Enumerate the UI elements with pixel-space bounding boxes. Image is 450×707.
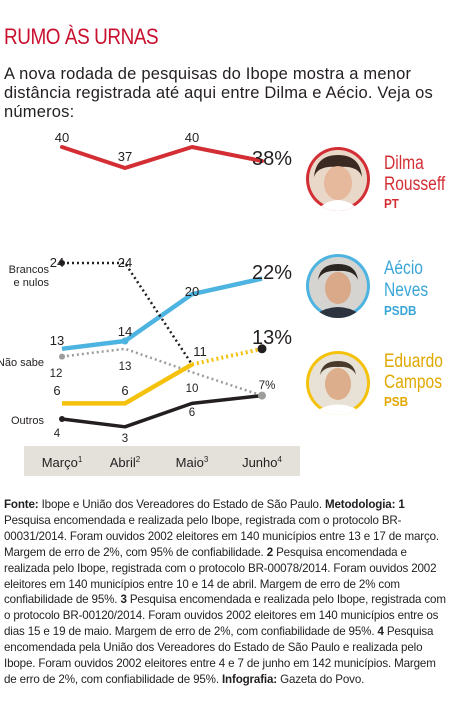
label-dilma-maio: 40 bbox=[185, 130, 199, 145]
series-name-outros: Outros bbox=[11, 415, 45, 427]
line-chart: Março1 Abril2 Maio3 Junho4 40 37 40 38% 13 14 20 22… bbox=[0, 130, 300, 476]
aecio-party: PSDB bbox=[384, 303, 417, 318]
label-eduardo-abril: 6 bbox=[121, 383, 128, 398]
series-name-nao-sabe: Não sabe bbox=[0, 357, 44, 369]
page-title: RUMO ÀS URNAS bbox=[4, 24, 159, 49]
label-dilma-abril: 37 bbox=[118, 149, 132, 164]
series-line-brancos bbox=[62, 261, 194, 366]
point-outros-marco bbox=[59, 416, 65, 422]
dilma-first-name: Dilma bbox=[384, 153, 424, 174]
series-line-nao-sabe bbox=[61, 347, 263, 397]
label-eduardo-maio: 11 bbox=[193, 344, 207, 359]
label-aecio-junho: 22% bbox=[252, 262, 292, 284]
label-dilma-junho: 38% bbox=[252, 148, 292, 170]
aecio-portrait bbox=[306, 254, 370, 318]
aecio-last-name: Neves bbox=[384, 280, 429, 301]
label-brancos-marco: 24 bbox=[50, 255, 64, 270]
label-outros-abril: 3 bbox=[122, 433, 128, 445]
point-nao-sabe-marco bbox=[59, 353, 65, 360]
label-eduardo-junho: 13% bbox=[252, 327, 292, 349]
label-nao-sabe-marco: 12 bbox=[50, 368, 63, 380]
dilma-party: PT bbox=[384, 196, 399, 211]
dilma-last-name: Rousseff bbox=[384, 174, 446, 195]
method-label: Metodologia: 1 bbox=[324, 498, 405, 511]
label-brancos-abril: 24 bbox=[118, 255, 132, 270]
credit-text: Gazeta do Povo. bbox=[277, 672, 365, 686]
series-line-dilma bbox=[60, 145, 264, 170]
aecio-first-name: Aécio bbox=[384, 258, 423, 279]
point-eduardo-junho bbox=[257, 344, 267, 354]
series-name-brancos: Brancos e nulos bbox=[9, 264, 50, 289]
series-line-outros bbox=[61, 393, 263, 429]
x-axis-band bbox=[24, 446, 300, 476]
method-text-2: Pesquisa encomendada e realizada pelo Ib… bbox=[4, 545, 437, 607]
eduardo-portrait bbox=[306, 351, 370, 415]
point-aecio-abril bbox=[121, 337, 129, 345]
series-line-eduardo-dotted bbox=[191, 346, 263, 367]
label-outros-marco: 4 bbox=[54, 428, 61, 440]
series-line-eduardo bbox=[62, 362, 194, 406]
source-notes: Fonte: Ibope e União dos Vereadores do E… bbox=[4, 497, 448, 688]
point-brancos-marco bbox=[59, 260, 65, 266]
method-n2: 2 bbox=[266, 545, 273, 559]
credit-label: Infografia: bbox=[221, 672, 278, 686]
page-subtitle: A nova rodada de pesquisas do Ibope most… bbox=[4, 65, 433, 121]
method-n4: 4 bbox=[377, 625, 384, 639]
label-nao-sabe-abril: 13 bbox=[119, 361, 132, 373]
label-nao-sabe-junho: 7% bbox=[259, 380, 276, 392]
x-tick-label: Abril2 bbox=[110, 455, 141, 470]
method-text-4: Pesquisa encomendada pela União dos Vere… bbox=[4, 625, 436, 686]
eduardo-party: PSB bbox=[384, 394, 409, 409]
label-aecio-abril: 14 bbox=[118, 324, 132, 339]
source-text: Ibope e União dos Vereadores do Estado d… bbox=[38, 498, 325, 511]
method-text-1: Pesquisa encomendada e realizada pelo Ib… bbox=[4, 513, 439, 559]
label-eduardo-marco: 6 bbox=[53, 383, 60, 398]
eduardo-first-name: Eduardo bbox=[384, 351, 443, 372]
method-text-3: Pesquisa encomendada e realizada pelo Ib… bbox=[4, 593, 446, 639]
eduardo-last-name: Campos bbox=[384, 372, 443, 393]
method-n3: 3 bbox=[120, 593, 127, 607]
label-aecio-maio: 20 bbox=[185, 284, 199, 299]
label-outros-maio: 6 bbox=[189, 407, 195, 419]
x-tick-label: Maio3 bbox=[176, 455, 209, 470]
label-aecio-marco: 13 bbox=[50, 333, 64, 348]
label-dilma-marco: 40 bbox=[55, 130, 69, 145]
series-line-aecio bbox=[61, 276, 263, 352]
point-nao-sabe-junho bbox=[258, 391, 266, 400]
dilma-portrait bbox=[306, 147, 370, 211]
x-tick-label: Março1 bbox=[42, 455, 83, 470]
x-tick-label: Junho4 bbox=[242, 455, 282, 470]
source-label: Fonte: bbox=[4, 498, 39, 511]
label-nao-sabe-maio: 10 bbox=[186, 383, 199, 395]
